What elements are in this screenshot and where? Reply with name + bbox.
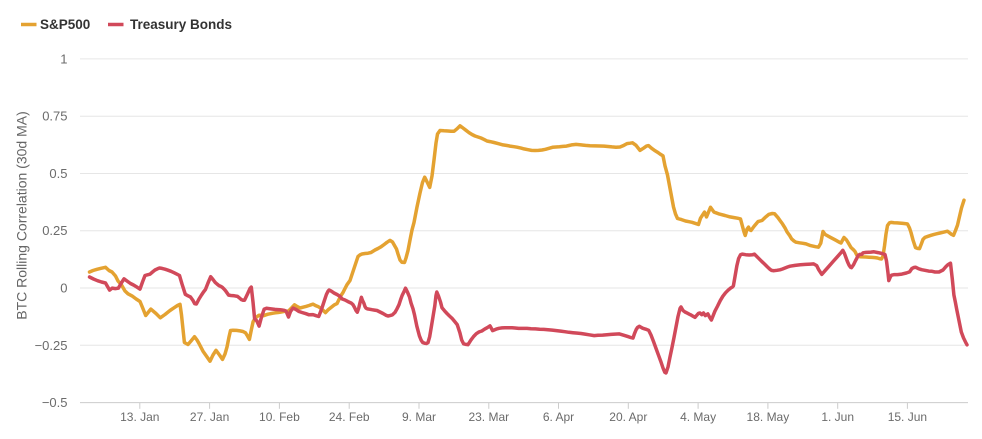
svg-text:1: 1 xyxy=(60,51,67,66)
svg-text:24. Feb: 24. Feb xyxy=(329,410,370,424)
svg-text:18. May: 18. May xyxy=(747,410,790,424)
svg-text:15. Jun: 15. Jun xyxy=(888,410,927,424)
svg-text:4. May: 4. May xyxy=(680,410,716,424)
svg-text:1. Jun: 1. Jun xyxy=(821,410,854,424)
svg-text:0: 0 xyxy=(60,281,67,296)
svg-text:−0.25: −0.25 xyxy=(35,338,68,353)
svg-text:Treasury Bonds: Treasury Bonds xyxy=(130,17,232,32)
svg-text:0.75: 0.75 xyxy=(42,109,67,124)
svg-text:20. Apr: 20. Apr xyxy=(609,410,647,424)
svg-text:9. Mar: 9. Mar xyxy=(402,410,436,424)
svg-text:10. Feb: 10. Feb xyxy=(259,410,300,424)
svg-text:27. Jan: 27. Jan xyxy=(190,410,229,424)
svg-text:6. Apr: 6. Apr xyxy=(543,410,574,424)
svg-text:BTC Rolling Correlation (30d M: BTC Rolling Correlation (30d MA) xyxy=(14,111,30,320)
svg-text:13. Jan: 13. Jan xyxy=(120,410,159,424)
svg-text:0.5: 0.5 xyxy=(49,166,67,181)
svg-text:23. Mar: 23. Mar xyxy=(468,410,509,424)
svg-text:S&P500: S&P500 xyxy=(40,17,90,32)
svg-text:0.25: 0.25 xyxy=(42,223,67,238)
svg-text:−0.5: −0.5 xyxy=(42,395,68,410)
